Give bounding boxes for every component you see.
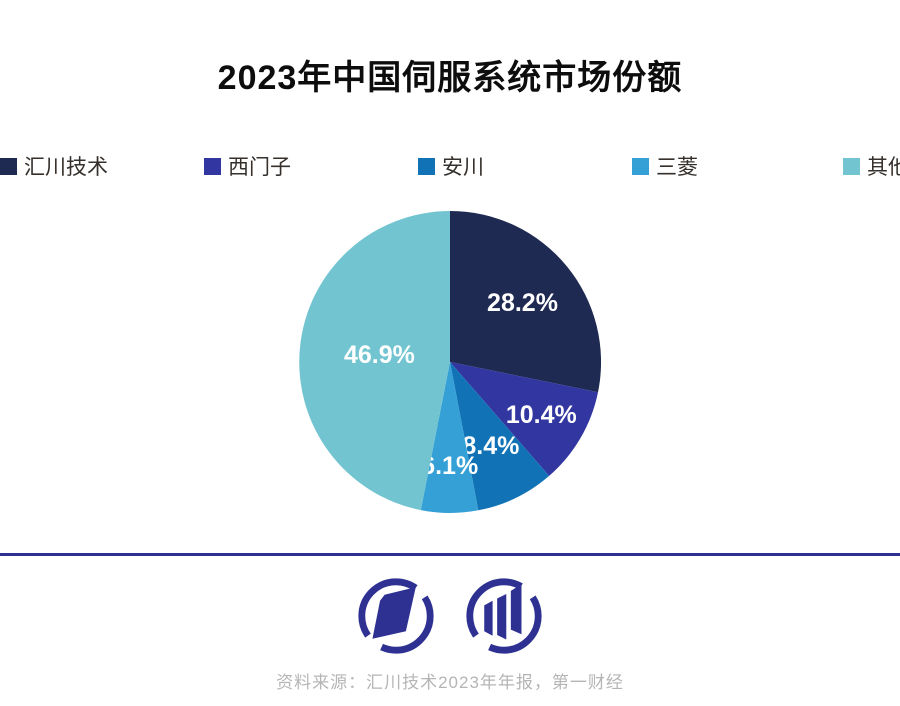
pie-slice-label: 46.9%: [344, 341, 415, 369]
yicai-bars-emblem-icon: [466, 578, 542, 654]
legend-swatch-icon: [0, 157, 17, 175]
legend: 汇川技术 西门子 安川 三菱 其他: [0, 151, 900, 179]
legend-label: 安川: [442, 156, 484, 179]
pie-chart-area: 28.2% 10.4% 8.4% 6.1% 46.9%: [299, 210, 602, 513]
pie-slice-汇川技术: [450, 210, 602, 393]
pie-slice-label: 28.2%: [487, 289, 558, 317]
legend-swatch-icon: [204, 157, 221, 175]
pie-slice-label: 8.4%: [462, 432, 519, 460]
legend-label: 汇川技术: [24, 156, 108, 179]
legend-swatch-icon: [843, 157, 860, 175]
pie-chart: 28.2%10.4%8.4%6.1%46.9%: [299, 210, 602, 513]
pie-slice-其他: [299, 211, 450, 511]
divider-line: [0, 553, 900, 556]
pie-slice-label: 10.4%: [506, 401, 577, 429]
legend-swatch-icon: [418, 157, 435, 175]
legend-item-mitsubishi: 三菱: [632, 151, 698, 181]
legend-swatch-icon: [632, 157, 649, 175]
page-title: 2023年中国伺服系统市场份额: [217, 59, 683, 97]
legend-item-huichuan: 汇川技术: [0, 151, 108, 181]
pie-slice-三菱: [420, 362, 479, 513]
legend-label: 三菱: [656, 156, 698, 179]
pie-slice-安川: [450, 362, 550, 511]
legend-label: 西门子: [228, 156, 291, 179]
legend-label: 其他: [867, 156, 900, 179]
legend-item-siemens: 西门子: [204, 151, 291, 181]
source-note: 资料来源：汇川技术2023年年报，第一财经: [276, 673, 624, 692]
pie-slice-西门子: [450, 362, 598, 476]
legend-item-others: 其他: [843, 151, 900, 181]
yicai-emblem-icon: [358, 578, 434, 654]
logo-row: [0, 578, 900, 654]
legend-item-yaskawa: 安川: [418, 151, 484, 181]
